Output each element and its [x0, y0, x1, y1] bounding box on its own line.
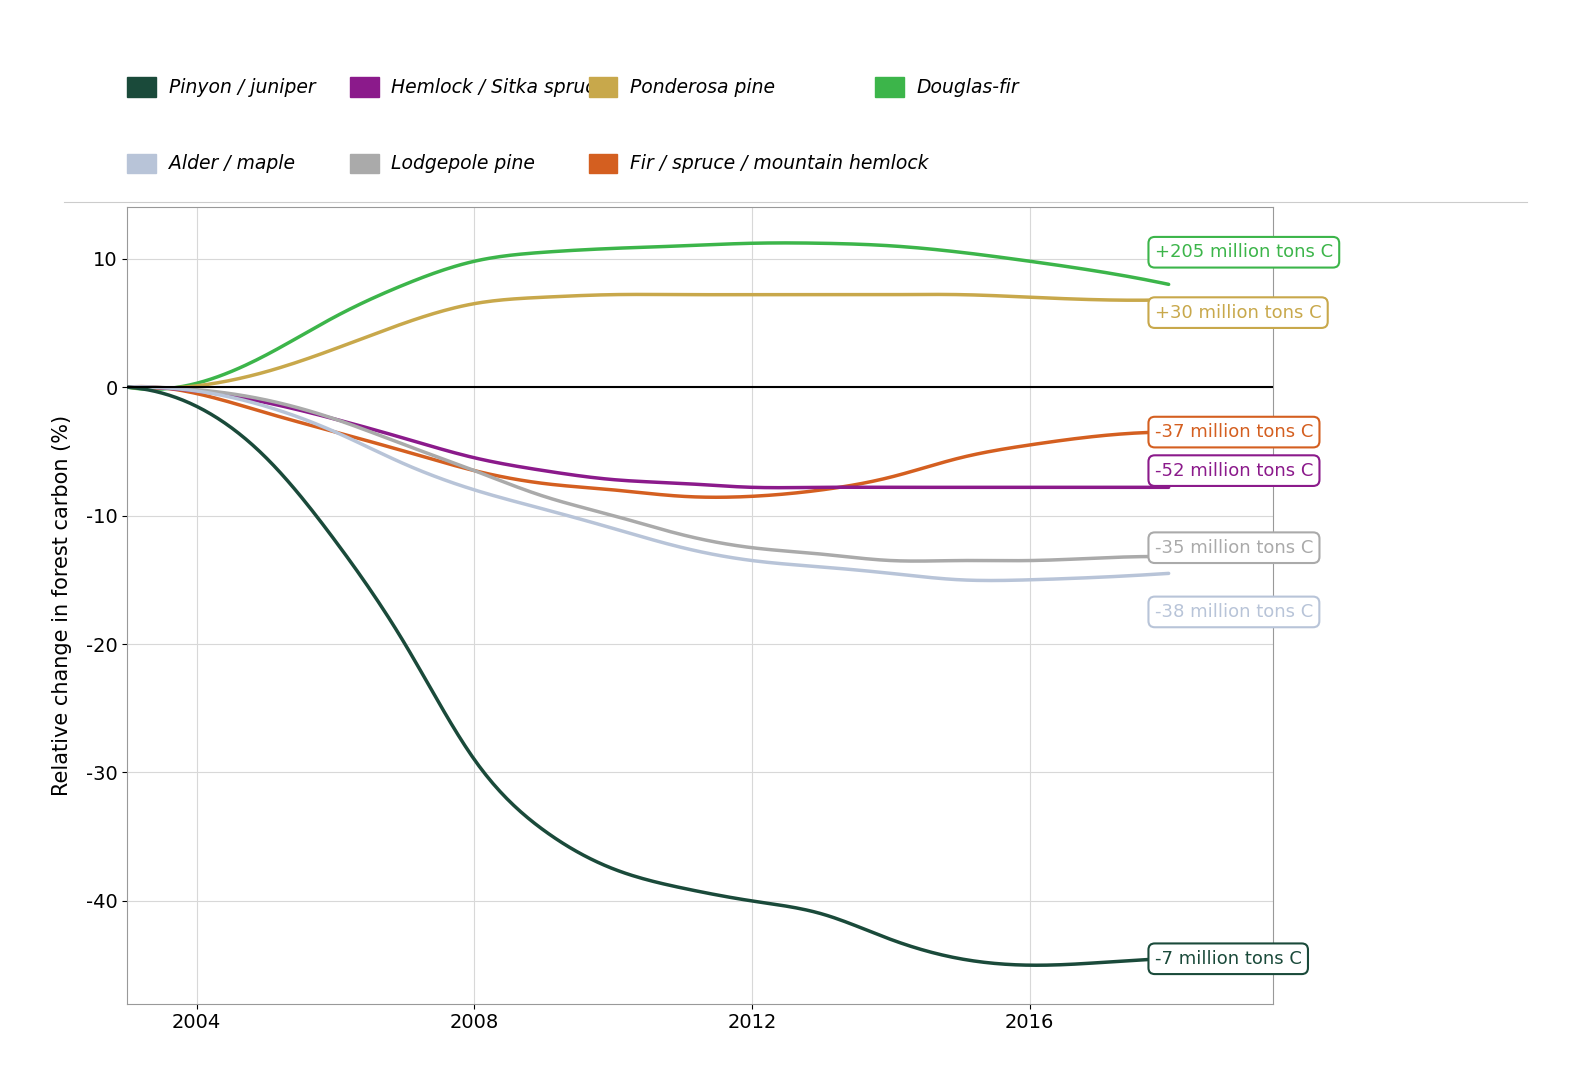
Text: Alder / maple: Alder / maple: [169, 154, 294, 173]
Text: -52 million tons C: -52 million tons C: [1155, 461, 1313, 480]
Text: +205 million tons C: +205 million tons C: [1155, 243, 1333, 261]
Text: +30 million tons C: +30 million tons C: [1155, 303, 1322, 322]
Text: Douglas-fir: Douglas-fir: [916, 77, 1020, 97]
Text: Pinyon / juniper: Pinyon / juniper: [169, 77, 315, 97]
Text: -7 million tons C: -7 million tons C: [1155, 950, 1301, 968]
Text: Ponderosa pine: Ponderosa pine: [630, 77, 775, 97]
Text: -38 million tons C: -38 million tons C: [1155, 603, 1313, 621]
Y-axis label: Relative change in forest carbon (%): Relative change in forest carbon (%): [53, 415, 72, 796]
Text: -35 million tons C: -35 million tons C: [1155, 539, 1313, 556]
Text: Hemlock / Sitka spruce: Hemlock / Sitka spruce: [391, 77, 608, 97]
Text: Fir / spruce / mountain hemlock: Fir / spruce / mountain hemlock: [630, 154, 929, 173]
Text: Lodgepole pine: Lodgepole pine: [391, 154, 535, 173]
Text: -37 million tons C: -37 million tons C: [1155, 423, 1313, 441]
